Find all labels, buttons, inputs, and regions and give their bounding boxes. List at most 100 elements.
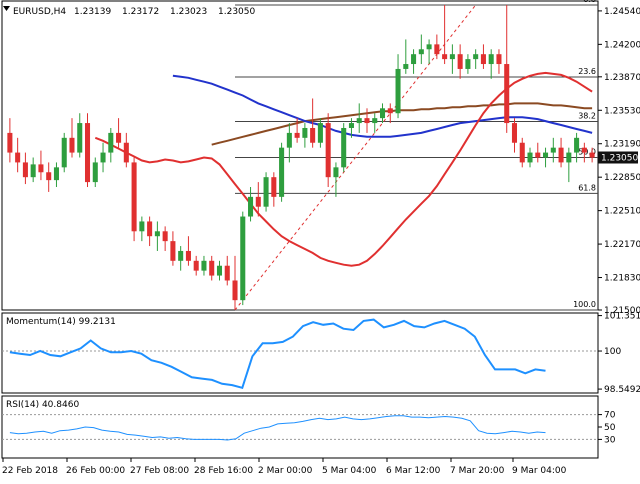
candle [449, 44, 455, 74]
candle-body [38, 164, 44, 173]
candle-body [411, 54, 417, 65]
candle [255, 182, 261, 217]
candle-body [442, 54, 448, 60]
candle [84, 113, 91, 188]
candle-body [418, 49, 424, 55]
candle [418, 34, 424, 65]
rsi-line [9, 415, 546, 441]
open-value: 1.23139 [74, 7, 111, 17]
candle [92, 157, 98, 188]
fib-level-label: 50.0 [578, 148, 596, 157]
candle [543, 147, 549, 168]
price-axis-label: 1.22170 [604, 240, 640, 250]
candle-body [178, 250, 184, 261]
candle-body [566, 152, 572, 163]
candle [465, 54, 471, 74]
candle [434, 34, 440, 60]
candle-body [46, 172, 52, 181]
time-axis-label: 6 Mar 12:00 [386, 466, 441, 476]
candle [216, 260, 223, 281]
candle [286, 123, 292, 163]
fib-level-label: 61.8 [578, 183, 596, 192]
candle-body [395, 68, 401, 114]
candle-body [356, 118, 362, 124]
candle-body [403, 64, 409, 69]
candle [527, 147, 533, 168]
candle-body [426, 44, 432, 50]
candle [100, 142, 106, 173]
candle-body [473, 54, 479, 60]
collapse-triangle-icon [3, 6, 10, 11]
candle-body [348, 123, 354, 128]
candle-body [387, 108, 393, 114]
candle-body [325, 123, 331, 178]
candle [201, 255, 207, 276]
candle-body [170, 241, 176, 261]
candle [558, 137, 564, 168]
time-axis-label: 9 Mar 04:00 [512, 466, 567, 476]
candle-body [154, 231, 160, 237]
candle [46, 162, 52, 192]
candle [263, 172, 269, 212]
candle [154, 221, 160, 251]
candle-body [279, 147, 285, 197]
momentum-axis-label: 100 [604, 347, 621, 357]
candle [411, 49, 417, 74]
candle-body [333, 167, 339, 178]
candle-body [100, 152, 106, 163]
candle-body [216, 265, 223, 276]
candle-body [240, 216, 246, 301]
candle-body [92, 162, 98, 183]
candle [170, 231, 176, 266]
candle [310, 98, 316, 148]
candle [496, 49, 502, 74]
momentum-axis-label: 98.5492 [604, 385, 640, 395]
ma-mid-line [172, 74, 593, 138]
candle-body [77, 123, 83, 153]
candle [232, 255, 238, 310]
candle [248, 187, 254, 222]
candle-body [201, 260, 207, 271]
candle-body [255, 196, 261, 207]
candle-body [519, 142, 525, 163]
price-axis-label: 1.23870 [604, 73, 640, 83]
close-value: 1.23050 [218, 7, 255, 17]
candle [317, 118, 323, 148]
candle [7, 118, 13, 163]
fib-level-label: 0.0 [583, 0, 596, 4]
candle [116, 118, 122, 148]
candle [341, 123, 347, 173]
candle [224, 255, 230, 286]
candle-body [271, 177, 277, 197]
candle-body [550, 147, 556, 153]
time-axis-label: 7 Mar 20:00 [450, 466, 505, 476]
candle-body [341, 127, 347, 168]
candle-body [162, 231, 168, 242]
candle-body [116, 132, 122, 143]
candle-body [535, 152, 541, 158]
candle-body [185, 250, 191, 261]
fib-level-label: 38.2 [578, 111, 596, 120]
candle-body [496, 54, 502, 65]
candle [162, 226, 168, 251]
candle [519, 137, 525, 168]
candle [348, 118, 354, 138]
candle-body [286, 132, 292, 148]
candle-body [574, 137, 580, 153]
candle-body [123, 142, 129, 163]
price-axis-label: 1.24200 [604, 40, 640, 50]
candle [38, 150, 44, 181]
candle [387, 103, 393, 124]
rsi-pane-frame [1, 395, 599, 459]
price-axis-label: 1.22510 [604, 207, 640, 217]
candle [488, 49, 494, 79]
candle [372, 113, 378, 133]
candle-body [224, 265, 230, 281]
candle [15, 137, 21, 173]
candle [589, 147, 595, 163]
time-axis-label: 27 Feb 08:00 [130, 466, 189, 476]
candle-body [22, 162, 28, 178]
time-axis-label: 28 Feb 16:00 [194, 466, 253, 476]
